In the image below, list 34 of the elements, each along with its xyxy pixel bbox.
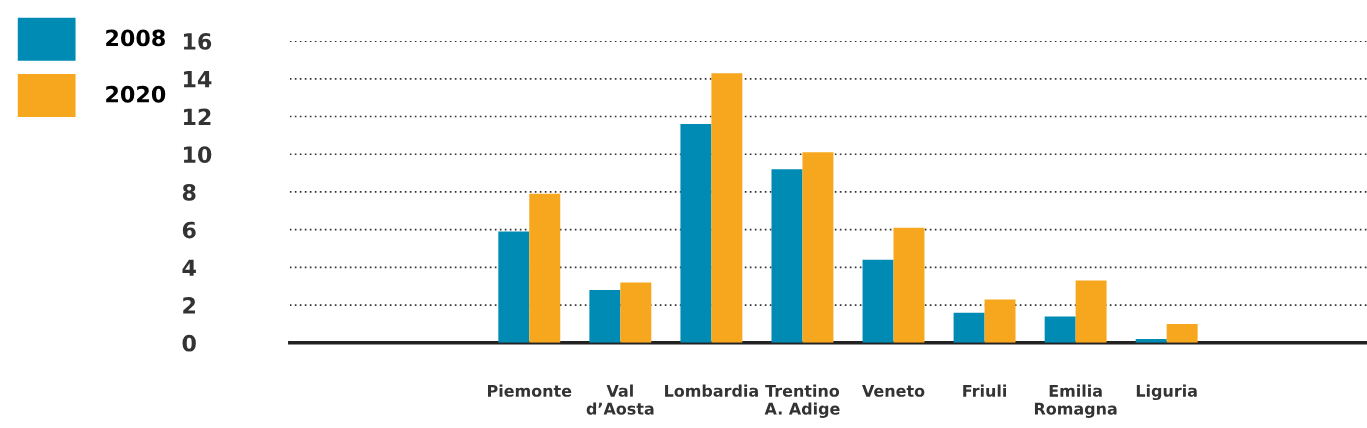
bar <box>1166 323 1198 343</box>
bar <box>893 227 925 343</box>
bar <box>802 152 834 343</box>
bar <box>771 169 803 343</box>
bar <box>620 282 652 343</box>
bar <box>1075 280 1107 343</box>
y-tick-label: 10 <box>183 146 212 163</box>
x-tick-label: Trentino A. Adige <box>764 384 840 418</box>
y-tick-label: 16 <box>183 33 212 50</box>
x-tick-label: Emilia Romagna <box>1034 384 1117 418</box>
y-tick-label: 0 <box>182 334 196 352</box>
legend-label: 2008 <box>106 29 165 47</box>
x-tick-label: Val d’Aosta <box>586 384 654 415</box>
x-tick-label: Lombardia <box>665 384 758 397</box>
y-tick-label: 6 <box>182 221 196 239</box>
bar <box>589 290 621 343</box>
bar <box>1044 316 1076 343</box>
bar <box>953 312 985 343</box>
y-tick-label: 12 <box>183 108 211 125</box>
bar <box>529 193 561 343</box>
x-tick-label: Veneto <box>862 384 925 397</box>
y-tick-label: 2 <box>183 297 195 314</box>
x-tick-label: Piemonte <box>488 384 572 397</box>
bar <box>711 73 743 343</box>
bar <box>862 259 894 343</box>
x-tick-label: Friuli <box>963 384 1006 397</box>
legend-label: 2020 <box>106 85 166 103</box>
y-tick-label: 14 <box>183 71 212 88</box>
bar <box>680 124 712 343</box>
x-tick-label: Liguria <box>1136 384 1197 401</box>
y-tick-label: 8 <box>182 183 196 201</box>
bar <box>984 299 1016 343</box>
bar <box>498 231 530 343</box>
y-tick-label: 4 <box>182 259 196 276</box>
